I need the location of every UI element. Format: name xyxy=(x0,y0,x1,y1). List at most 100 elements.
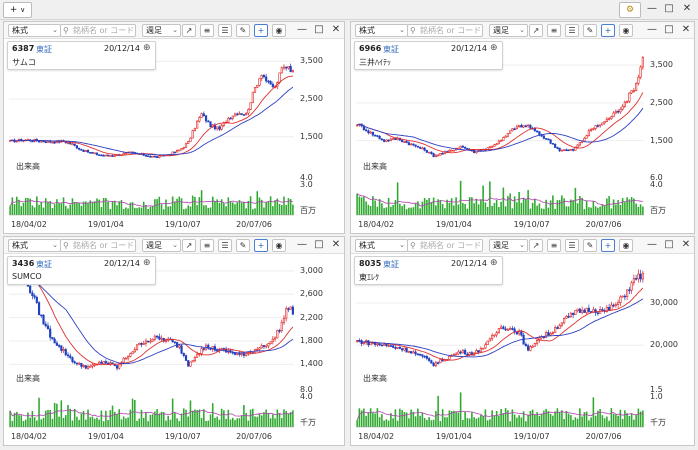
candlestick-chart[interactable] xyxy=(4,237,345,446)
volume-bar xyxy=(387,197,390,215)
period-select[interactable]: 週足 ⌄ xyxy=(489,24,528,37)
exchange-label: 東証 xyxy=(36,45,52,54)
panel-toolbar: 株式 ⌄ ⚲ 銘柄名 or コード 週足 ⌄ ↗ ≡ ☰ ✎ + ◉ — □ ✕ xyxy=(4,22,344,39)
settings-button[interactable]: ⚙ xyxy=(619,2,641,18)
layout-tool-button[interactable]: ☰ xyxy=(565,239,579,252)
panel-minimize-button[interactable]: — xyxy=(646,23,658,36)
candle xyxy=(66,142,70,145)
panel-minimize-button[interactable]: — xyxy=(296,238,308,251)
panel-close-button[interactable]: ✕ xyxy=(330,23,342,36)
draw-tool-button[interactable]: ✎ xyxy=(583,239,597,252)
screenshot-button[interactable]: ◉ xyxy=(619,24,633,37)
search-input[interactable]: ⚲ 銘柄名 or コード xyxy=(407,24,483,37)
candle xyxy=(113,155,116,157)
candle xyxy=(213,346,217,351)
period-select[interactable]: 週足 ⌄ xyxy=(142,239,181,252)
date-label: 20/12/14 xyxy=(451,44,487,53)
trendline-tool-button[interactable]: ↗ xyxy=(182,24,196,37)
candle xyxy=(558,325,561,329)
volume-bar xyxy=(554,208,556,215)
candle xyxy=(189,361,192,367)
search-input[interactable]: ⚲ 銘柄名 or コード xyxy=(60,239,136,252)
candle xyxy=(162,337,165,342)
draw-tool-button[interactable]: ✎ xyxy=(583,24,597,37)
restore-button[interactable]: □ xyxy=(662,2,676,16)
candle xyxy=(468,352,471,355)
volume-bar xyxy=(486,206,489,215)
volume-bar xyxy=(455,197,457,215)
market-select[interactable]: 株式 ⌄ xyxy=(8,239,61,252)
trendline-tool-button[interactable]: ↗ xyxy=(529,239,543,252)
volume-bar xyxy=(167,415,169,427)
trendline-tool-button[interactable]: ↗ xyxy=(529,24,543,37)
indicator-tool-button[interactable]: ≡ xyxy=(547,24,561,37)
candle xyxy=(160,337,163,340)
candle xyxy=(127,356,130,359)
candle xyxy=(608,307,611,311)
volume-bar xyxy=(162,412,165,427)
draw-tool-button[interactable]: ✎ xyxy=(236,239,250,252)
volume-bar xyxy=(414,416,417,427)
chevron-down-circle-icon[interactable]: ⊕ xyxy=(490,43,498,53)
search-input[interactable]: ⚲ 銘柄名 or コード xyxy=(60,24,136,37)
market-select[interactable]: 株式 ⌄ xyxy=(8,24,61,37)
candle xyxy=(623,295,626,298)
panel-minimize-button[interactable]: — xyxy=(646,238,658,251)
panel-maximize-button[interactable]: □ xyxy=(663,23,675,36)
panel-close-button[interactable]: ✕ xyxy=(680,23,692,36)
candle xyxy=(403,347,406,351)
crosshair-tool-button[interactable]: + xyxy=(601,239,615,252)
volume-bar xyxy=(446,199,448,215)
volume-bar xyxy=(209,207,212,215)
crosshair-tool-button[interactable]: + xyxy=(254,24,268,37)
volume-bar xyxy=(608,196,610,215)
market-select[interactable]: 株式 ⌄ xyxy=(355,24,408,37)
candle xyxy=(475,350,478,354)
volume-bar xyxy=(633,419,635,427)
candlestick-chart[interactable] xyxy=(351,22,695,234)
indicator-tool-button[interactable]: ≡ xyxy=(200,24,214,37)
candle xyxy=(506,329,509,331)
crosshair-tool-button[interactable]: + xyxy=(254,239,268,252)
chevron-down-circle-icon[interactable]: ⊕ xyxy=(143,258,151,268)
close-button[interactable]: ✕ xyxy=(680,2,694,16)
period-select[interactable]: 週足 ⌄ xyxy=(142,24,181,37)
layout-tool-button[interactable]: ☰ xyxy=(565,24,579,37)
screenshot-button[interactable]: ◉ xyxy=(619,239,633,252)
panel-maximize-button[interactable]: □ xyxy=(313,23,325,36)
crosshair-tool-button[interactable]: + xyxy=(601,24,615,37)
chevron-down-circle-icon[interactable]: ⊕ xyxy=(143,43,151,53)
panel-close-button[interactable]: ✕ xyxy=(680,238,692,251)
add-window-button[interactable]: + ∨ xyxy=(3,2,32,18)
candlestick-chart[interactable] xyxy=(4,22,345,234)
search-input[interactable]: ⚲ 銘柄名 or コード xyxy=(407,239,483,252)
volume-bar xyxy=(369,206,372,215)
panel-maximize-button[interactable]: □ xyxy=(663,238,675,251)
candle xyxy=(437,154,440,157)
volume-bar xyxy=(13,204,16,215)
candle xyxy=(524,125,527,128)
panel-minimize-button[interactable]: — xyxy=(296,23,308,36)
candle xyxy=(423,355,426,358)
minimize-button[interactable]: — xyxy=(645,2,659,16)
indicator-tool-button[interactable]: ≡ xyxy=(200,239,214,252)
candle xyxy=(182,352,185,356)
trendline-tool-button[interactable]: ↗ xyxy=(182,239,196,252)
candle xyxy=(423,147,426,151)
candle xyxy=(560,322,563,326)
volume-bar xyxy=(225,206,227,215)
volume-bar xyxy=(189,206,192,215)
candle xyxy=(601,122,604,126)
candle xyxy=(585,307,588,313)
layout-tool-button[interactable]: ☰ xyxy=(218,24,232,37)
chevron-down-circle-icon[interactable]: ⊕ xyxy=(490,258,498,268)
layout-tool-button[interactable]: ☰ xyxy=(218,239,232,252)
panel-maximize-button[interactable]: □ xyxy=(313,238,325,251)
period-select[interactable]: 週足 ⌄ xyxy=(489,239,528,252)
screenshot-button[interactable]: ◉ xyxy=(272,24,286,37)
screenshot-button[interactable]: ◉ xyxy=(272,239,286,252)
draw-tool-button[interactable]: ✎ xyxy=(236,24,250,37)
indicator-tool-button[interactable]: ≡ xyxy=(547,239,561,252)
panel-close-button[interactable]: ✕ xyxy=(330,238,342,251)
candlestick-chart[interactable] xyxy=(351,237,695,446)
